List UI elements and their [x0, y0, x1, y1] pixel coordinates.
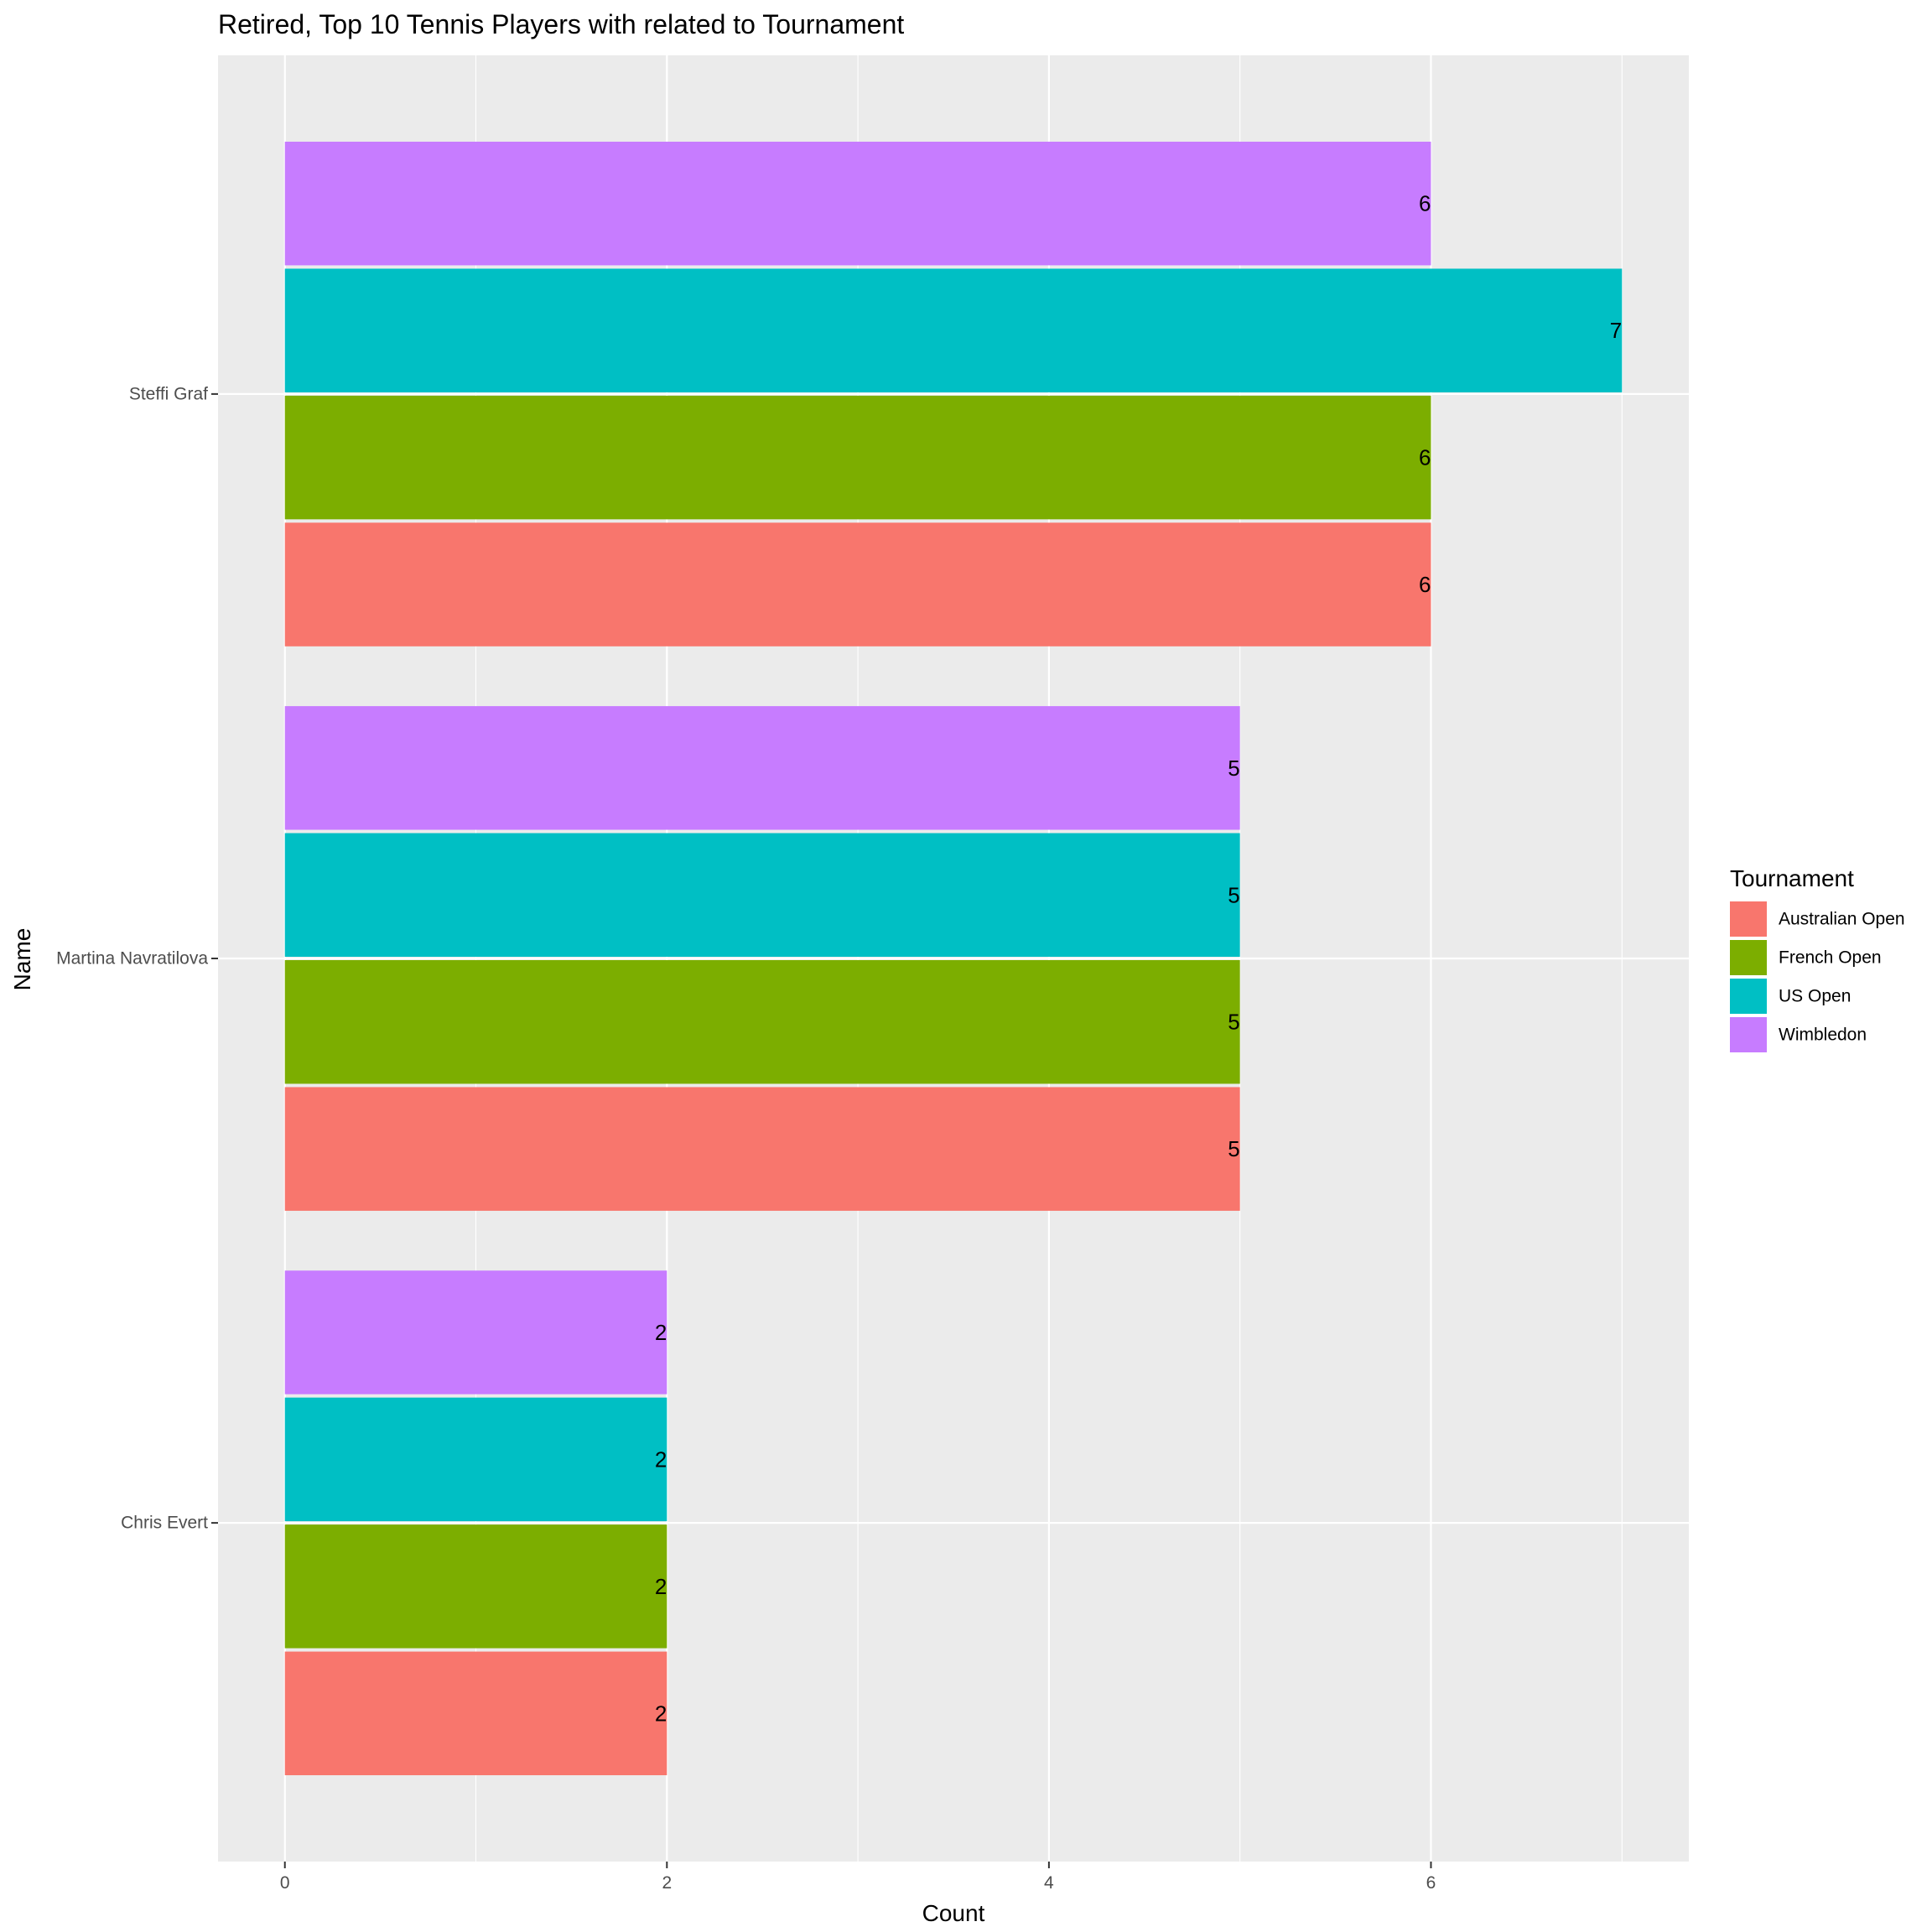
x-axis-title: Count: [922, 1900, 985, 1926]
legend-key: [1730, 979, 1767, 1014]
bar: [284, 833, 1240, 957]
axes-group: 0 2 4 6 Chris Evert Martina Navratilova Steffi…: [56, 384, 1436, 1893]
legend-label: Australian Open: [1779, 910, 1905, 929]
bar: [284, 706, 1240, 830]
bar: [284, 141, 1431, 266]
y-tick-label: Martina Navratilova: [56, 949, 208, 969]
legend-label: US Open: [1779, 987, 1851, 1006]
bar: [284, 1397, 667, 1522]
bar: [284, 268, 1623, 392]
chart-title: Retired, Top 10 Tennis Players with rela…: [218, 9, 904, 39]
y-tick-label: Steffi Graf: [129, 384, 208, 403]
y-tick-label: Chris Evert: [121, 1514, 208, 1533]
legend-label: Wimbledon: [1779, 1026, 1867, 1045]
bar: [284, 522, 1431, 647]
data-label: 2: [655, 1320, 667, 1345]
legend-key: [1730, 940, 1767, 975]
legend-title: Tournament: [1730, 865, 1854, 891]
bar: [284, 960, 1240, 1084]
data-label: 7: [1610, 318, 1622, 343]
data-label: 5: [1228, 882, 1239, 907]
data-label: 5: [1228, 1136, 1239, 1161]
legend: Tournament Australian Open French Open US …: [1730, 865, 1905, 1052]
bar: [284, 1087, 1240, 1211]
data-label: 6: [1419, 191, 1431, 216]
data-label: 2: [655, 1574, 667, 1599]
data-label: 5: [1228, 756, 1239, 781]
bar: [284, 395, 1431, 520]
bar: [284, 1270, 667, 1394]
data-label: 5: [1228, 1010, 1239, 1035]
data-labels-group: 2 2 2 2 5 5 5 5 6 6 7 6: [655, 191, 1622, 1727]
y-axis-title: Name: [9, 928, 35, 991]
x-tick-label: 2: [662, 1873, 672, 1893]
data-label: 2: [655, 1446, 667, 1472]
data-label: 6: [1419, 445, 1431, 470]
x-tick-label: 0: [280, 1873, 290, 1893]
data-label: 6: [1419, 572, 1431, 597]
data-label: 2: [655, 1701, 667, 1726]
bars-group: [284, 141, 1623, 1776]
legend-label: French Open: [1779, 948, 1882, 968]
legend-key: [1730, 1017, 1767, 1052]
x-tick-label: 6: [1426, 1873, 1436, 1893]
x-tick-label: 4: [1044, 1873, 1054, 1893]
bar: [284, 1651, 667, 1776]
legend-key: [1730, 901, 1767, 937]
bar: [284, 1524, 667, 1649]
